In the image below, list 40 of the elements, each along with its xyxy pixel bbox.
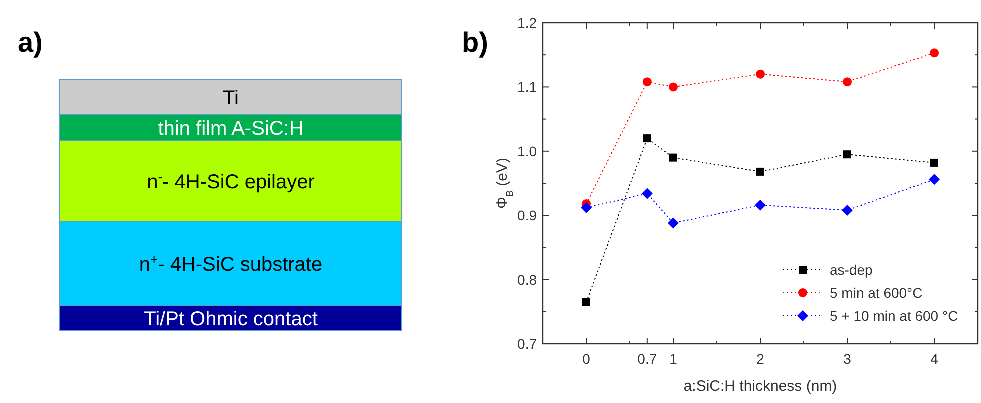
x-tick-label: 1: [670, 351, 678, 367]
point: [670, 154, 678, 162]
point: [842, 204, 853, 216]
point: [843, 78, 852, 87]
y-tick-label: 1.0: [518, 143, 538, 160]
x-axis-title: a:SiC:H thickness (nm): [684, 378, 838, 395]
category-label: Ti/Pt Ohmic contact: [144, 308, 318, 330]
category-label: thin film A-SiC:H: [158, 118, 304, 140]
point: [756, 168, 764, 176]
y-tick-label: 0.8: [518, 272, 538, 288]
point: [669, 82, 678, 92]
point: [755, 200, 766, 211]
legend-label: 5 + 10 min at 600 °C: [830, 308, 958, 324]
x-tick-label: 3: [844, 351, 852, 367]
text: a): [18, 27, 43, 58]
point: [581, 202, 592, 214]
category-label: n$^{+}$- 4H-SiC substrate: [139, 252, 323, 276]
point: [642, 188, 653, 200]
x-tick-label: 4: [930, 351, 939, 367]
point: [930, 48, 939, 58]
y-tick-label: 1.2: [518, 15, 538, 31]
point: [642, 78, 652, 87]
y-tick-label: 1.1: [518, 79, 538, 96]
chart-title: b): [462, 27, 488, 58]
category-label: Ti: [223, 88, 239, 110]
point: [929, 174, 940, 186]
point: [668, 218, 679, 229]
x-tick-label: 2: [756, 351, 765, 367]
point: [930, 158, 938, 167]
point: [756, 70, 765, 79]
y-tick-label: 0.9: [518, 208, 538, 224]
point: [844, 150, 852, 159]
legend-label: 5 min at 600°C: [830, 285, 923, 301]
x-tick-label: 0.7: [638, 351, 658, 367]
point: [582, 298, 590, 306]
y-tick-label: 0.7: [518, 336, 538, 352]
category-label: n$^{-}$- 4H-SiC epilayer: [147, 169, 316, 194]
x-tick-label: 0: [582, 351, 591, 367]
point: [643, 134, 652, 143]
legend-label: as-dep: [830, 262, 874, 278]
